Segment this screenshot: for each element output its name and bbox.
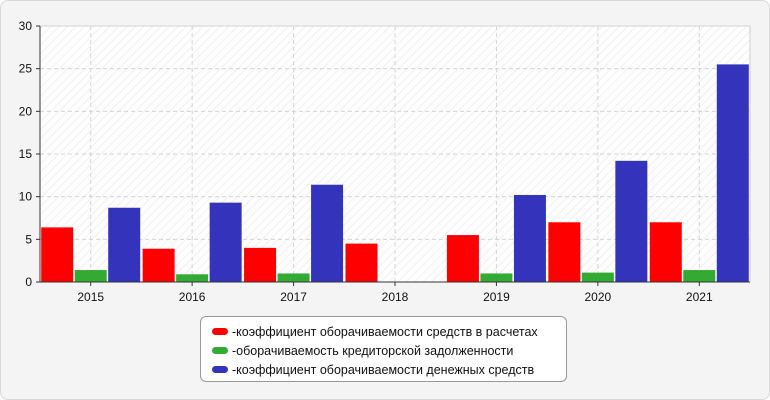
- bar-1-2018: [345, 243, 378, 282]
- bar-3-2017: [311, 184, 344, 282]
- x-tick-label: 2016: [179, 290, 206, 304]
- y-tick-label: 0: [25, 275, 32, 289]
- legend-item-cash-turnover: - коэффициент оборачиваемости денежных с…: [212, 360, 566, 379]
- x-tick-label: 2020: [585, 290, 612, 304]
- y-tick-label: 25: [19, 62, 33, 76]
- legend-label: оборачиваемость кредиторской задолженнос…: [236, 343, 514, 358]
- bar-1-2019: [446, 235, 479, 282]
- y-tick-label: 10: [19, 190, 33, 204]
- bar-3-2021: [716, 64, 749, 283]
- bar-2-2015: [74, 270, 107, 282]
- bar-1-2015: [41, 227, 74, 282]
- tick-labels: 0 5 10 15 20 25 30 2015 2016 2017 2018 2019 2020 2021: [19, 19, 713, 304]
- legend-prefix: -: [232, 324, 237, 339]
- legend-swatch-blue: [212, 366, 228, 373]
- x-tick-label: 2019: [483, 290, 510, 304]
- legend-prefix: -: [232, 343, 237, 358]
- y-tick-label: 30: [19, 19, 33, 33]
- bar-2-2016: [176, 274, 209, 282]
- bar-2-2021: [683, 270, 716, 282]
- legend-swatch-red: [212, 328, 228, 335]
- bar-2-2020: [581, 272, 614, 282]
- legend-label: коэффициент оборачиваемости денежных сре…: [236, 362, 535, 377]
- bar-1-2017: [244, 247, 277, 282]
- bar-3-2020: [615, 160, 648, 282]
- legend-swatch-green: [212, 347, 228, 354]
- bar-1-2016: [142, 248, 175, 282]
- bar-2-2019: [480, 273, 513, 282]
- x-tick-label: 2017: [280, 290, 307, 304]
- legend-label: коэффициент оборачиваемости средств в ра…: [236, 324, 538, 339]
- bar-3-2015: [108, 207, 141, 282]
- bar-3-2016: [209, 202, 242, 282]
- legend: - коэффициент оборачиваемости средств в …: [200, 316, 567, 382]
- x-tick-label: 2021: [686, 290, 713, 304]
- bar-1-2021: [649, 222, 682, 282]
- legend-item-receivables-turnover: - коэффициент оборачиваемости средств в …: [212, 322, 566, 341]
- x-tick-label: 2018: [382, 290, 409, 304]
- legend-item-payables-turnover: - оборачиваемость кредиторской задолженн…: [212, 341, 566, 360]
- x-tick-label: 2015: [77, 290, 104, 304]
- y-tick-label: 5: [25, 232, 32, 246]
- y-tick-label: 20: [19, 104, 33, 118]
- bar-2-2017: [277, 273, 310, 282]
- bar-1-2020: [548, 222, 581, 282]
- bar-3-2019: [513, 194, 546, 282]
- bars: [41, 64, 749, 283]
- y-tick-label: 15: [19, 147, 33, 161]
- legend-prefix: -: [232, 362, 237, 377]
